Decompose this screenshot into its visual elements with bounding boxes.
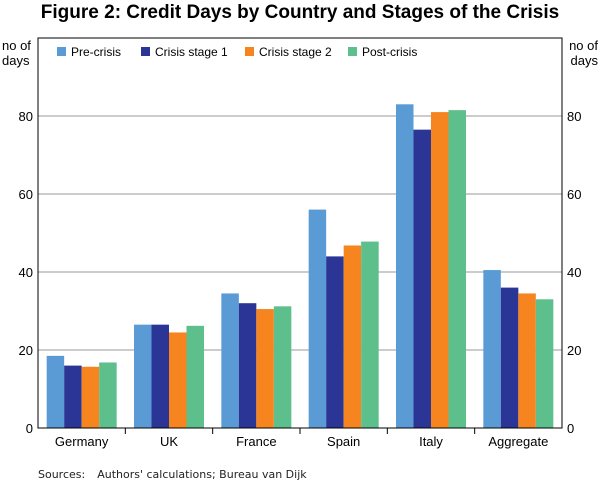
bar (46, 355, 65, 428)
bar (169, 332, 187, 428)
bar (221, 293, 239, 428)
bars (46, 104, 554, 429)
x-tick-label: Italy (419, 434, 443, 449)
legend-label: Pre-crisis (71, 45, 121, 59)
y-tick-label-right: 40 (567, 265, 581, 280)
bar (431, 112, 449, 428)
tick-labels: 0 0 20 20 40 40 60 60 80 80 Germany UK France Spain It… (19, 109, 582, 449)
y-axis-title-left: no of (2, 38, 31, 53)
source-label: Sources: (38, 468, 86, 481)
x-tick-label: France (236, 434, 276, 449)
bar (448, 110, 466, 429)
bar (361, 241, 379, 428)
legend-label: Crisis stage 1 (155, 45, 228, 59)
y-tick-label-right: 80 (567, 109, 581, 124)
y-axis-title-right: no of (569, 38, 598, 53)
y-tick-label-left: 80 (19, 109, 33, 124)
legend-swatch (245, 47, 254, 56)
chart-title: Figure 2: Credit Days by Country and Sta… (40, 2, 560, 23)
y-tick-label-left: 60 (19, 187, 33, 202)
bar (535, 299, 554, 428)
bar (308, 209, 327, 428)
bar (238, 303, 257, 428)
source-text: Authors' calculations; Bureau van Dijk (97, 468, 307, 481)
legend-label: Crisis stage 2 (259, 45, 332, 59)
y-tick-label-left: 40 (19, 265, 33, 280)
bar (396, 104, 414, 429)
legend-swatch (57, 47, 66, 56)
bar (413, 129, 431, 428)
bar (256, 309, 274, 428)
x-tick-label: Spain (327, 434, 360, 449)
y-tick-label-right: 0 (567, 421, 574, 436)
legend: Pre-crisis Crisis stage 1 Crisis stage 2 Po… (57, 45, 417, 59)
y-axis-title-left: days (2, 53, 30, 68)
x-tick-label: Aggregate (488, 434, 548, 449)
x-tick-label: UK (160, 434, 178, 449)
y-tick-label-right: 60 (567, 187, 581, 202)
plot-border (37, 37, 563, 429)
bar (81, 366, 100, 428)
source-note: Sources: Authors' calculations; Bureau va… (38, 468, 307, 481)
bar (64, 365, 82, 428)
bar (273, 306, 292, 428)
bar (99, 362, 117, 428)
bar (343, 245, 362, 428)
bar (134, 324, 152, 428)
bar (518, 293, 536, 428)
bar (483, 270, 501, 428)
bar (500, 287, 519, 428)
y-tick-label-left: 20 (19, 343, 33, 358)
y-axis-title-right: days (571, 53, 599, 68)
legend-label: Post-crisis (362, 45, 417, 59)
legend-swatch (348, 47, 357, 56)
y-tick-label-left: 0 (26, 421, 33, 436)
plot-frame (37, 37, 563, 434)
bar (326, 256, 344, 428)
bar (151, 324, 169, 428)
legend-swatch (141, 47, 150, 56)
y-tick-label-right: 20 (567, 343, 581, 358)
bar (186, 325, 204, 428)
gridlines (38, 115, 562, 351)
x-tick-label: Germany (55, 434, 109, 449)
